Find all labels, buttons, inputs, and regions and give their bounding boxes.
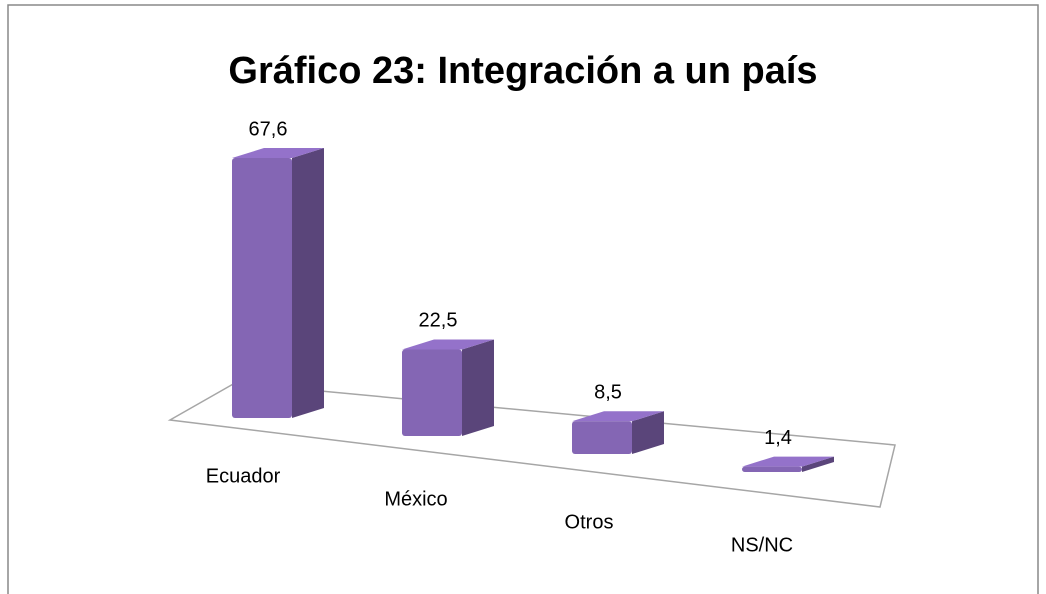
bar-front: [572, 421, 632, 454]
bar-top: [402, 339, 494, 350]
value-label: 8,5: [594, 382, 622, 404]
chart-title: Gráfico 23: Integración a un país: [228, 50, 817, 92]
bar-top: [572, 411, 664, 422]
category-label: Ecuador: [206, 465, 281, 487]
value-label: 1,4: [764, 427, 792, 449]
chart-border: [7, 4, 1039, 594]
floor: [167, 382, 896, 508]
bar-side: [292, 148, 324, 418]
category-label: Otros: [565, 511, 614, 533]
value-label: 22,5: [419, 310, 458, 332]
bar-side: [632, 411, 664, 454]
bar-side: [462, 339, 494, 436]
bar-front: [742, 466, 802, 472]
category-label: México: [384, 488, 447, 510]
bar-side: [802, 456, 834, 472]
bar-top: [742, 456, 834, 467]
bar-front: [232, 158, 292, 418]
value-label: 67,6: [249, 118, 288, 140]
bar-top: [232, 148, 324, 158]
bar-front: [402, 349, 462, 436]
category-label: NS/NC: [731, 534, 793, 556]
